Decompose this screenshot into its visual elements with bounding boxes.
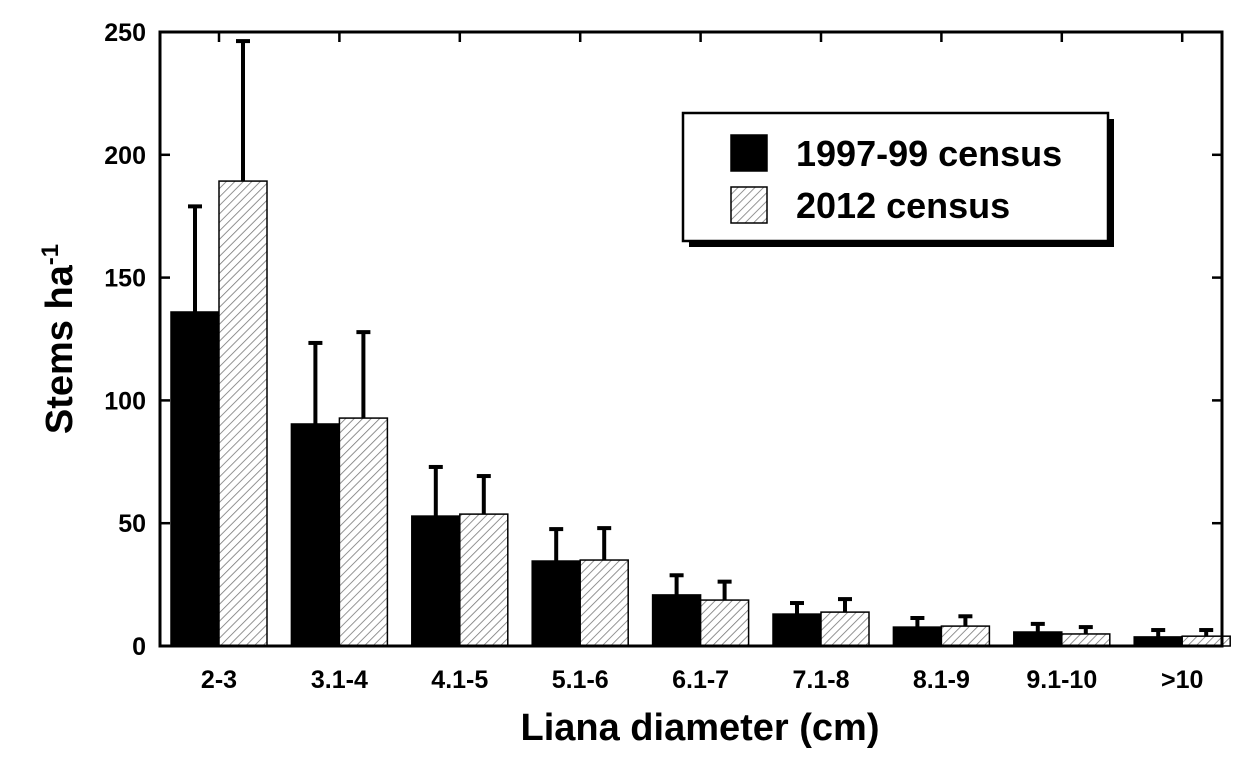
legend-swatch	[730, 134, 768, 172]
plot-frame	[158, 30, 1224, 648]
y-tick-label: 150	[104, 265, 146, 293]
bar	[892, 626, 943, 647]
bar	[579, 559, 629, 647]
bar	[651, 594, 702, 647]
bar	[459, 513, 509, 647]
x-tick-label: 3.1-4	[311, 666, 368, 694]
y-tick-label: 0	[132, 633, 146, 661]
bar	[1061, 633, 1111, 647]
y-tick-label: 50	[118, 510, 146, 538]
bar	[290, 423, 341, 647]
x-tick-label: 2-3	[201, 666, 237, 694]
x-tick-label: 9.1-10	[1026, 666, 1097, 694]
bar	[411, 515, 461, 647]
x-tick-label: 8.1-9	[913, 666, 970, 694]
x-tick-label: 6.1-7	[672, 666, 729, 694]
x-tick-label: 7.1-8	[793, 666, 850, 694]
x-tick-label: 5.1-6	[552, 666, 609, 694]
bar	[772, 613, 822, 647]
bar	[531, 560, 581, 647]
y-tick-label: 250	[104, 19, 146, 47]
bar	[940, 625, 991, 647]
bar	[338, 417, 389, 647]
y-tick-label: 200	[104, 142, 146, 170]
x-axis-label: Liana diameter (cm)	[521, 707, 880, 749]
bar	[820, 611, 870, 647]
x-tick-label: >10	[1161, 666, 1203, 694]
bar	[699, 599, 750, 647]
y-axis-label-main: Stems ha	[39, 264, 81, 434]
legend-label: 2012 census	[796, 185, 1010, 226]
bar	[1013, 631, 1063, 647]
bar	[170, 311, 220, 647]
x-tick-label: 4.1-5	[431, 666, 488, 694]
bar	[218, 180, 268, 647]
legend-swatch	[730, 186, 768, 224]
y-axis-label: Stems ha-1	[37, 244, 81, 434]
legend-label: 1997-99 census	[796, 133, 1062, 174]
y-axis-label-sup: -1	[37, 244, 64, 265]
y-tick-label: 100	[104, 387, 146, 415]
